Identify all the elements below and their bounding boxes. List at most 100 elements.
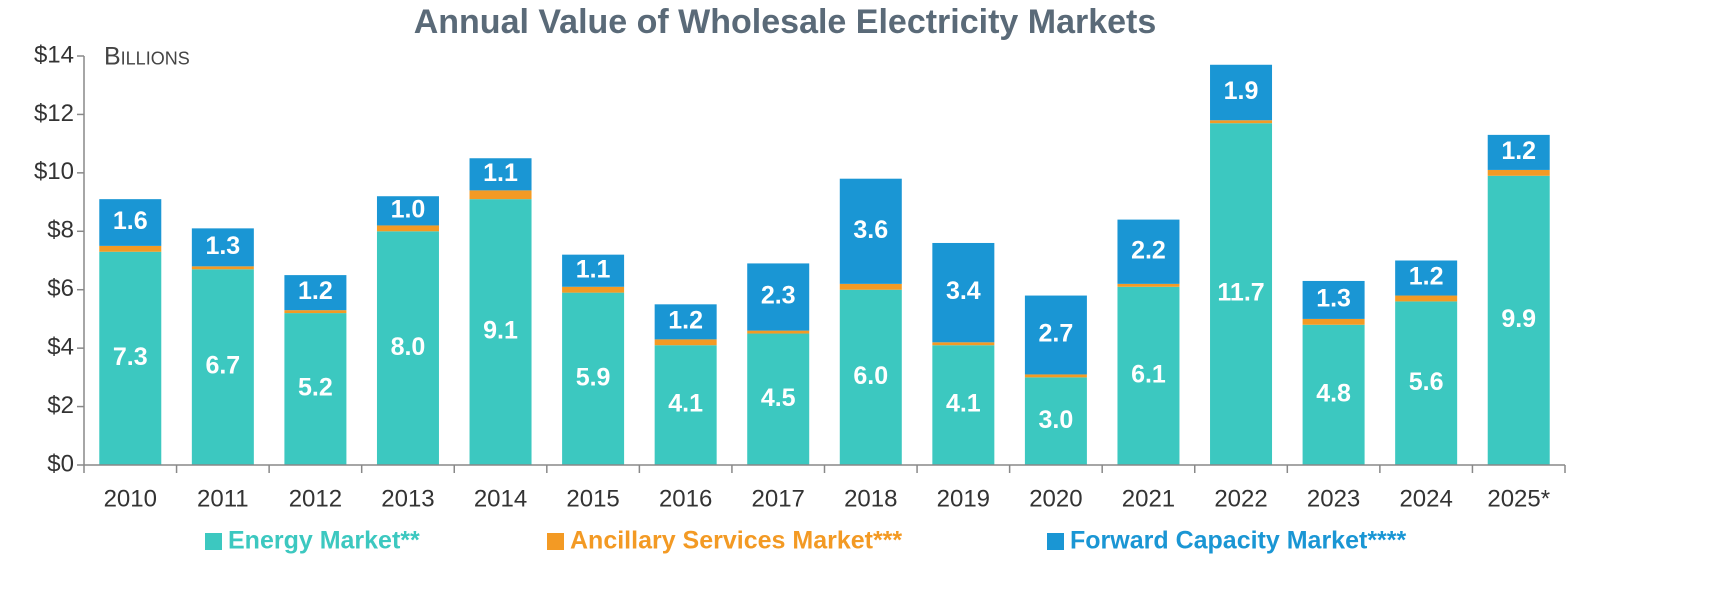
data-label: 2.3 bbox=[761, 282, 796, 310]
bar-segment bbox=[1117, 219, 1180, 284]
bar-segment bbox=[747, 333, 810, 465]
data-label: 5.2 bbox=[298, 374, 333, 402]
data-label: 4.5 bbox=[761, 384, 796, 412]
bar-segment bbox=[839, 178, 902, 284]
x-tick-label: 2010 bbox=[104, 485, 157, 512]
x-tick-label: 2021 bbox=[1122, 485, 1175, 512]
data-label: 3.0 bbox=[1039, 406, 1074, 434]
data-label: 1.2 bbox=[1501, 137, 1536, 165]
data-label: 2.7 bbox=[1039, 320, 1074, 348]
bar-segment bbox=[1024, 374, 1087, 378]
bar-segment bbox=[1487, 134, 1550, 170]
x-tick-label: 2024 bbox=[1399, 485, 1452, 512]
bar-segment bbox=[1210, 64, 1273, 121]
bar-segment bbox=[99, 251, 162, 465]
data-label: 1.3 bbox=[1316, 285, 1351, 313]
x-tick-label: 2017 bbox=[752, 485, 805, 512]
data-label: 4.1 bbox=[946, 390, 981, 418]
data-label: 6.7 bbox=[205, 352, 240, 380]
bar-segment bbox=[1487, 175, 1550, 465]
legend-label: Energy Market** bbox=[228, 527, 420, 555]
bar-segment bbox=[747, 330, 810, 334]
bar-segment bbox=[1395, 295, 1458, 302]
unit-label: Billions bbox=[104, 43, 190, 71]
bar-segment bbox=[1210, 120, 1273, 124]
bar-segment bbox=[1024, 377, 1087, 465]
x-tick-label: 2019 bbox=[937, 485, 990, 512]
bar-segment bbox=[191, 228, 254, 267]
data-label: 9.1 bbox=[483, 317, 518, 345]
bar-segment bbox=[99, 245, 162, 252]
legend-label: Ancillary Services Market*** bbox=[570, 527, 902, 555]
bar-segment bbox=[1395, 260, 1458, 296]
bar-segment bbox=[839, 289, 902, 465]
data-label: 4.8 bbox=[1316, 379, 1351, 407]
data-label: 8.0 bbox=[391, 333, 426, 361]
bar-segment bbox=[284, 310, 347, 314]
bar-segment bbox=[1024, 295, 1087, 375]
y-tick-label: $10 bbox=[34, 158, 74, 185]
bar-segment bbox=[1395, 301, 1458, 465]
x-tick-label: 2012 bbox=[289, 485, 342, 512]
data-label: 9.9 bbox=[1501, 305, 1536, 333]
x-tick-label: 2015 bbox=[566, 485, 619, 512]
bar-segment bbox=[562, 292, 625, 465]
data-label: 5.9 bbox=[576, 363, 611, 391]
data-label: 6.0 bbox=[853, 362, 888, 390]
bar-segment bbox=[562, 254, 625, 287]
data-label: 1.2 bbox=[1409, 263, 1444, 291]
bar-segment bbox=[1487, 169, 1550, 176]
bar-segment bbox=[839, 283, 902, 290]
x-tick-label: 2020 bbox=[1029, 485, 1082, 512]
bar-segment bbox=[99, 199, 162, 246]
bar-segment bbox=[1210, 123, 1273, 465]
bar-segment bbox=[1117, 286, 1180, 465]
y-tick-label: $6 bbox=[47, 275, 74, 302]
y-tick-label: $2 bbox=[47, 392, 74, 419]
y-tick-label: $4 bbox=[47, 333, 74, 360]
data-label: 5.6 bbox=[1409, 368, 1444, 396]
data-label: 1.9 bbox=[1224, 77, 1259, 105]
data-label: 6.1 bbox=[1131, 361, 1166, 389]
x-tick-label: 2025* bbox=[1487, 485, 1550, 512]
data-label: 2.2 bbox=[1131, 236, 1166, 264]
bar-segment bbox=[932, 345, 995, 465]
data-label: 1.2 bbox=[668, 306, 703, 334]
x-tick-label: 2016 bbox=[659, 485, 712, 512]
x-tick-label: 2013 bbox=[381, 485, 434, 512]
data-label: 11.7 bbox=[1217, 279, 1264, 307]
data-label: 3.4 bbox=[946, 277, 981, 305]
bar-segment bbox=[654, 345, 717, 465]
y-tick-label: $8 bbox=[47, 217, 74, 244]
data-label: 1.0 bbox=[391, 195, 426, 223]
chart-title: Annual Value of Wholesale Electricity Ma… bbox=[414, 3, 1157, 41]
bar-segment bbox=[376, 225, 439, 232]
bar-segment bbox=[376, 196, 439, 226]
data-label: 1.1 bbox=[483, 159, 518, 187]
bar-segment bbox=[1302, 318, 1365, 325]
data-label: 3.6 bbox=[853, 216, 888, 244]
legend-swatch bbox=[1047, 533, 1064, 550]
bar-segment bbox=[284, 275, 347, 311]
bar-segment bbox=[469, 158, 532, 191]
bar-segment bbox=[376, 231, 439, 465]
bar-segment bbox=[1302, 324, 1365, 465]
bar-segment bbox=[747, 263, 810, 331]
data-label: 1.3 bbox=[205, 232, 240, 260]
y-tick-label: $0 bbox=[47, 450, 74, 477]
bar-segment bbox=[932, 342, 995, 346]
legend-swatch bbox=[547, 533, 564, 550]
data-label: 7.3 bbox=[113, 343, 148, 371]
data-label: 1.6 bbox=[113, 207, 148, 235]
bar-segment bbox=[654, 304, 717, 340]
bar-segment bbox=[1117, 283, 1180, 287]
bar-segment bbox=[191, 269, 254, 465]
data-label: 1.2 bbox=[298, 277, 333, 305]
x-tick-label: 2011 bbox=[197, 485, 249, 512]
bar-segment bbox=[469, 199, 532, 465]
y-tick-label: $12 bbox=[34, 100, 74, 127]
x-tick-label: 2023 bbox=[1307, 485, 1360, 512]
bar-segment bbox=[191, 266, 254, 270]
bar-segment bbox=[284, 313, 347, 465]
